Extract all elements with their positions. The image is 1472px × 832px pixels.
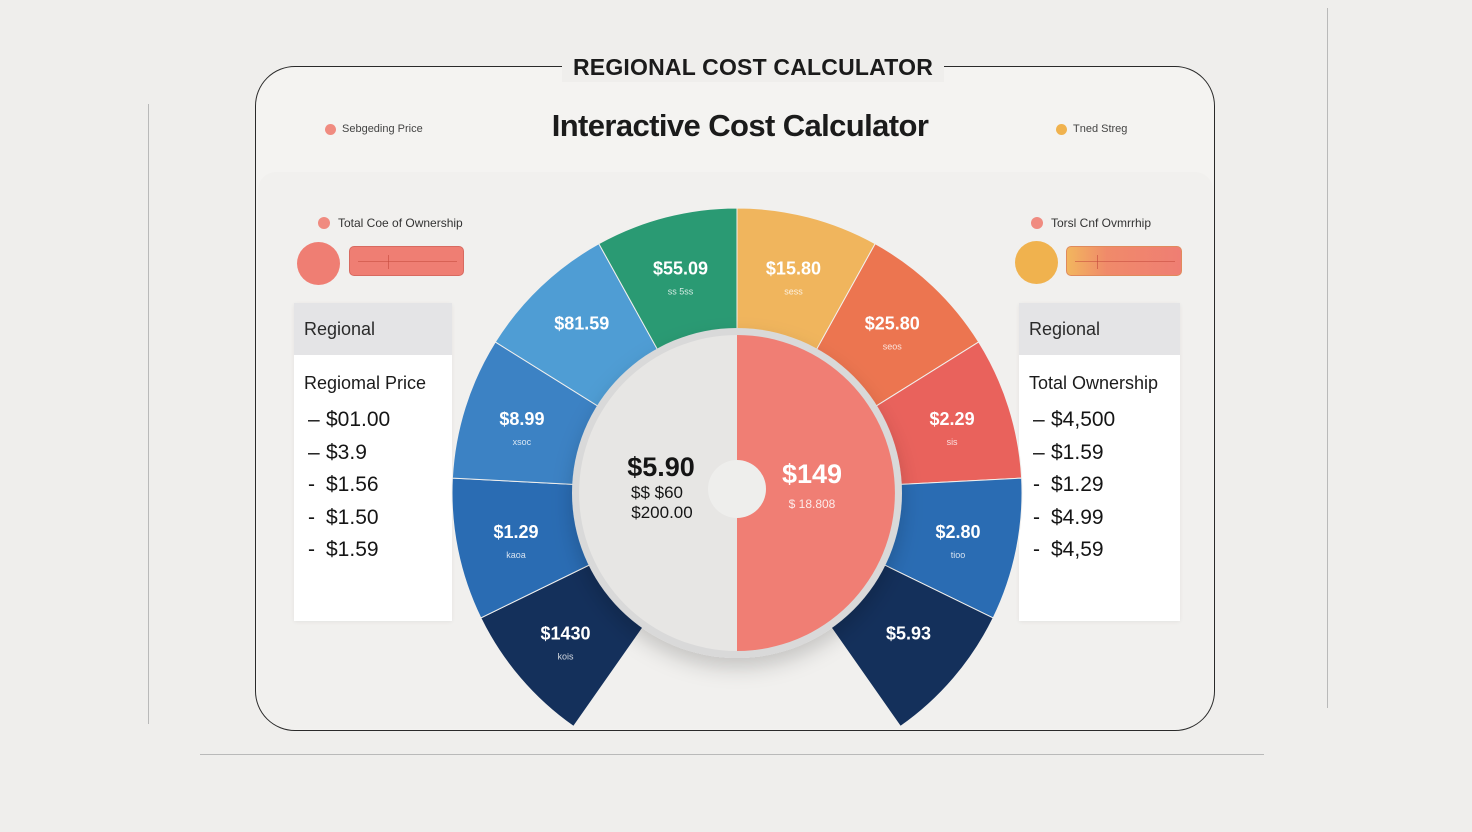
outer-right-line <box>1327 8 1328 708</box>
left-mini-label-text: Sebgeding Price <box>342 123 423 135</box>
right-mini-label-text: Tned Streg <box>1073 123 1128 135</box>
right-slider-knob[interactable] <box>1015 241 1058 284</box>
left-price-list: – $01.00 – $3.9 - $1.56 - $1.50 - $1.59 <box>294 404 452 567</box>
left-slider[interactable] <box>349 246 464 276</box>
right-slider-tick <box>1097 255 1098 269</box>
list-item: - $4.99 <box>1033 505 1104 529</box>
left-card-header: Regional <box>294 303 452 355</box>
list-item: - $1.56 <box>308 473 379 496</box>
left-mini-dot-icon <box>325 123 336 135</box>
left-card-title: Regiomal Price <box>304 373 427 393</box>
left-control-dot-icon <box>318 217 330 229</box>
outer-bottom-line <box>200 754 1264 755</box>
list-item: - $4,59 <box>1033 538 1104 561</box>
page-title: Interactive Cost Calculator <box>551 108 929 143</box>
left-card: Regional Regiomal Price – $01.00 – $3.9 - $… <box>294 303 452 621</box>
list-item: – $3.9 <box>308 440 367 464</box>
outer-left-line <box>148 104 149 724</box>
list-item: – $01.00 <box>308 408 391 431</box>
right-price-list: – $4,500 – $1.59 - $1.29 - $4.99 - $4,59 <box>1019 404 1180 567</box>
left-slider-knob[interactable] <box>297 242 340 285</box>
list-item: - $1.50 <box>308 505 379 529</box>
left-mini-label[interactable]: Sebgeding Price <box>325 123 423 135</box>
left-slider-track <box>358 261 457 262</box>
frame-title: REGIONAL COST CALCULATOR <box>562 52 944 82</box>
list-item: - $1.29 <box>1033 473 1104 496</box>
right-control-label: Torsl Cnf Ovmrrhip <box>1031 216 1151 230</box>
list-item: - $1.59 <box>308 538 379 561</box>
right-card-header: Regional <box>1019 303 1180 355</box>
right-slider-track <box>1075 261 1175 262</box>
left-control-label: Total Coe of Ownership <box>318 216 463 230</box>
right-mini-label[interactable]: Tned Streg <box>1056 123 1127 135</box>
right-mini-dot-icon <box>1056 123 1067 135</box>
right-control-label-text: Torsl Cnf Ovmrrhip <box>1051 216 1152 230</box>
right-card: Regional Total Ownership – $4,500 – $1.59 … <box>1019 303 1180 621</box>
right-card-title: Total Ownership <box>1029 373 1159 393</box>
left-slider-tick <box>387 255 389 269</box>
right-control-dot-icon <box>1031 217 1043 229</box>
left-control-label-text: Total Coe of Ownership <box>338 216 463 230</box>
list-item: – $4,500 <box>1033 408 1116 431</box>
list-item: – $1.59 <box>1033 440 1104 464</box>
right-slider[interactable] <box>1066 246 1182 276</box>
